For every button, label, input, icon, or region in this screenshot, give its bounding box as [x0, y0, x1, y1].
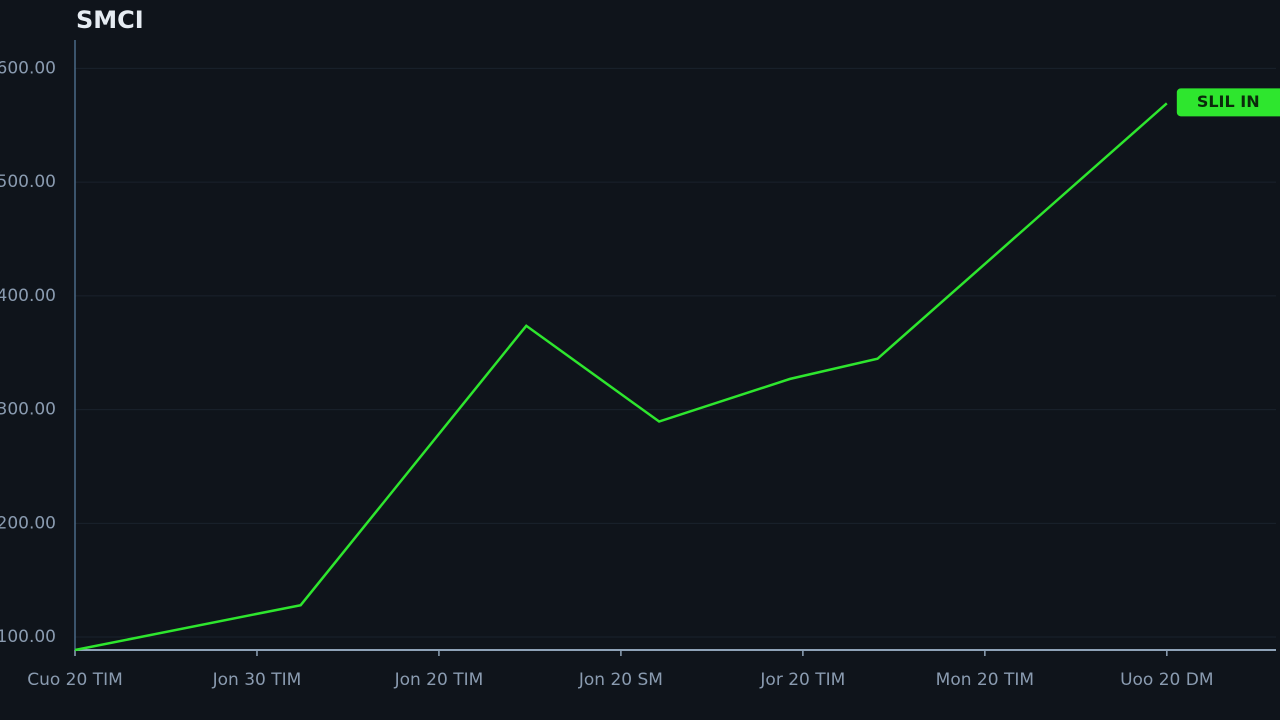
y-tick-label: 100.00: [0, 627, 56, 647]
price-badge-label: SLIL IN: [1197, 92, 1260, 111]
y-tick-label: 600.00: [0, 58, 56, 78]
x-tick-label: Cuo 20 TIM: [27, 670, 123, 690]
y-tick-label: 500.00: [0, 172, 56, 192]
x-tick-label: Jor 20 TIM: [759, 670, 845, 690]
y-tick-label: 400.00: [0, 286, 56, 306]
x-tick-label: Mon 20 TIM: [936, 670, 1034, 690]
x-tick-label: Jon 20 TIM: [394, 670, 484, 690]
chart-title: SMCI: [76, 6, 144, 34]
price-line: [74, 102, 1168, 652]
y-tick-label: 200.00: [0, 513, 56, 533]
x-tick-label: Jon 30 TIM: [212, 670, 302, 690]
y-tick-label: 300.00: [0, 400, 56, 420]
x-tick-label: Uoo 20 DM: [1120, 670, 1213, 690]
price-badge: [1176, 88, 1280, 117]
x-tick-label: Jon 20 SM: [578, 670, 663, 690]
